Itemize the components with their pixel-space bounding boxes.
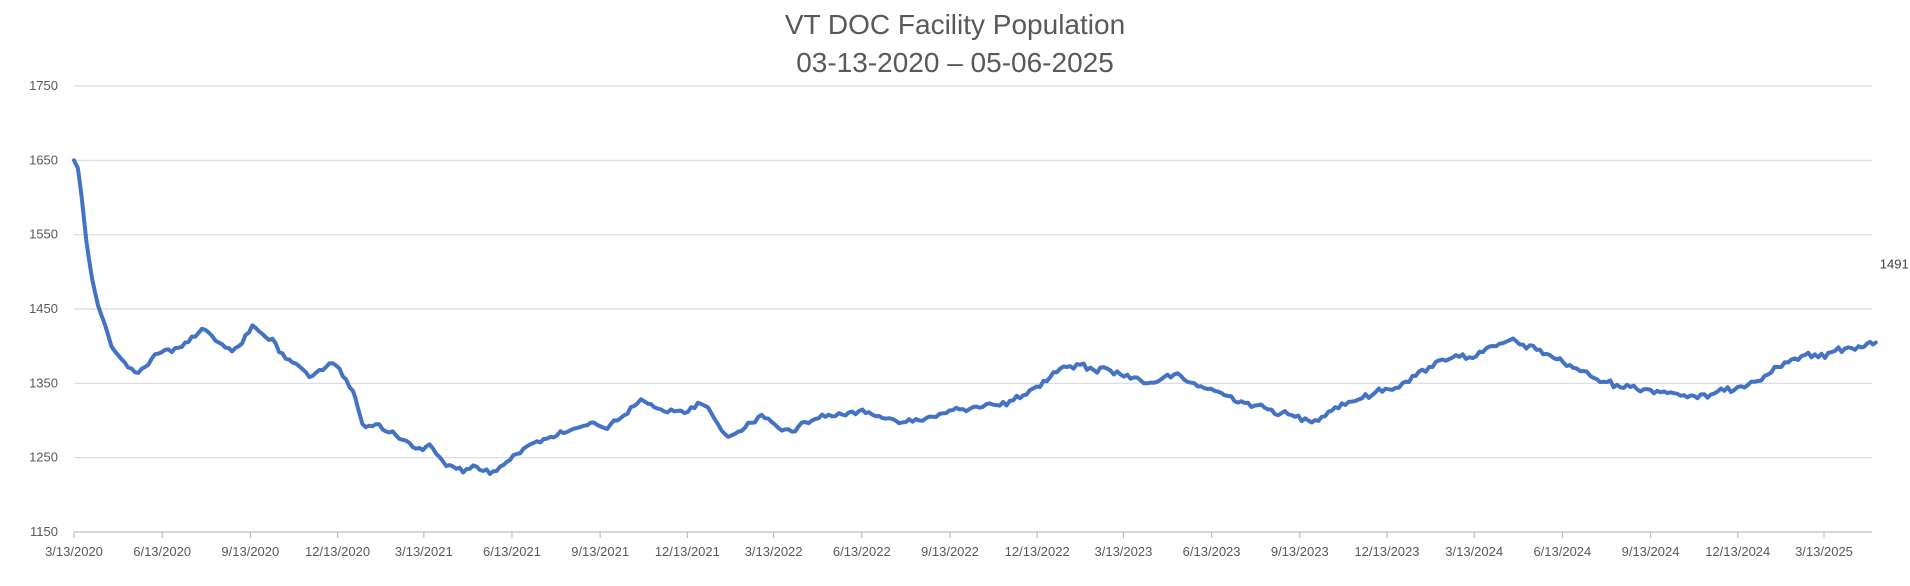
x-tick-label: 6/13/2020 [133,544,191,559]
x-tick-label: 6/13/2022 [833,544,891,559]
y-tick-label: 1750 [29,78,58,93]
gridlines [74,85,1872,533]
x-tick-label: 9/13/2020 [221,544,279,559]
series-layer [72,158,1878,476]
data-labels: 1491 [1880,257,1909,272]
x-tick-label: 9/13/2022 [921,544,979,559]
x-tick-label: 3/13/2022 [745,544,803,559]
x-axis-ticks: 3/13/2020 6/13/2020 9/13/2020 12/13/2020 3/1… [45,532,1853,559]
y-tick-label: 1450 [29,301,58,316]
y-tick-label: 1250 [29,450,58,465]
x-tick-label: 3/13/2024 [1445,544,1503,559]
x-tick-label: 3/13/2023 [1095,544,1153,559]
y-tick-label: 1350 [29,375,58,390]
x-tick-label: 12/13/2023 [1354,544,1419,559]
x-tick-label: 3/13/2025 [1795,544,1853,559]
x-tick-label: 9/13/2021 [571,544,629,559]
x-tick-label: 6/13/2021 [483,544,541,559]
y-tick-label: 1550 [29,227,58,242]
x-tick-label: 12/13/2020 [305,544,370,559]
chart-subtitle: 03-13-2020 – 05-06-2025 [796,47,1114,78]
y-tick-label: 1650 [29,152,58,167]
y-tick-label: 1150 [30,524,58,539]
x-tick-label: 3/13/2020 [45,544,103,559]
x-tick-label: 6/13/2024 [1533,544,1591,559]
x-tick-label: 9/13/2024 [1622,544,1680,559]
x-tick-label: 6/13/2023 [1183,544,1241,559]
x-tick-label: 12/13/2024 [1705,544,1770,559]
x-tick-label: 12/13/2022 [1005,544,1070,559]
series-line [72,158,1878,476]
x-tick-label: 9/13/2023 [1271,544,1329,559]
y-axis-ticks: 1150 1250 1350 1450 1550 1650 1750 [29,78,58,539]
x-tick-label: 12/13/2021 [655,544,720,559]
x-tick-label: 3/13/2021 [395,544,453,559]
data-label: 1491 [1880,257,1909,272]
chart-title: VT DOC Facility Population [785,9,1125,40]
